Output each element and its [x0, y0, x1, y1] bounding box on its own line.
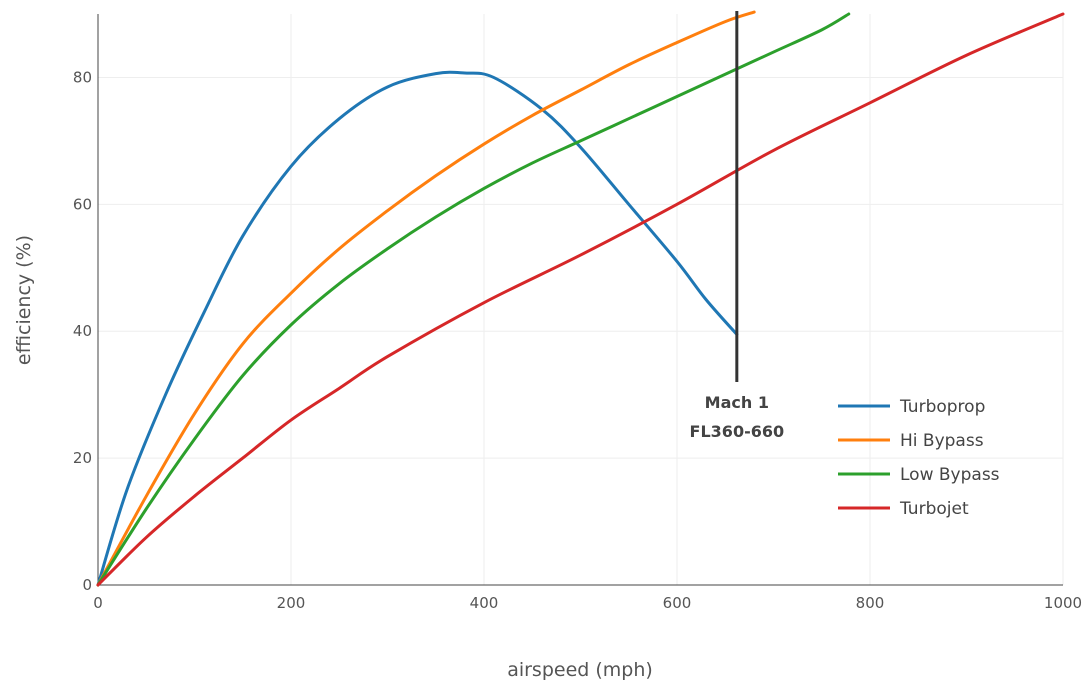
x-tick-label: 0 — [93, 594, 103, 612]
hi-bypass-series-line — [96, 10, 756, 587]
legend-label: Low Bypass — [900, 465, 1000, 485]
mach1-annotation-label: FL360-660 — [690, 422, 785, 441]
legend-label: Hi Bypass — [900, 431, 984, 451]
legend: Turboprop Hi Bypass Low Bypass Turbojet — [838, 397, 1000, 519]
y-tick-label: 40 — [73, 322, 92, 340]
grid — [98, 14, 1064, 585]
y-tick-label: 0 — [82, 576, 92, 594]
turboprop-series-line — [96, 70, 739, 587]
legend-label: Turboprop — [899, 397, 985, 417]
mach1-annotation-label: Mach 1 — [705, 393, 769, 412]
turbojet-series-line — [96, 12, 1065, 587]
series-lines — [96, 10, 1065, 587]
y-tick-label: 60 — [73, 195, 92, 213]
axes: 0 200 400 600 800 1000 0 20 40 60 80 — [73, 14, 1082, 612]
x-tick-label: 1000 — [1044, 594, 1082, 612]
x-tick-label: 200 — [277, 594, 306, 612]
annotations: Mach 1 FL360-660 — [690, 11, 785, 441]
y-tick-label: 80 — [73, 68, 92, 86]
y-axis-title: efficiency (%) — [13, 235, 35, 365]
x-tick-label: 600 — [663, 594, 692, 612]
x-tick-label: 800 — [856, 594, 885, 612]
y-tick-label: 20 — [73, 449, 92, 467]
low-bypass-series-line — [96, 12, 851, 587]
x-tick-label: 400 — [470, 594, 499, 612]
x-axis-title: airspeed (mph) — [507, 659, 653, 681]
legend-label: Turbojet — [899, 499, 969, 519]
